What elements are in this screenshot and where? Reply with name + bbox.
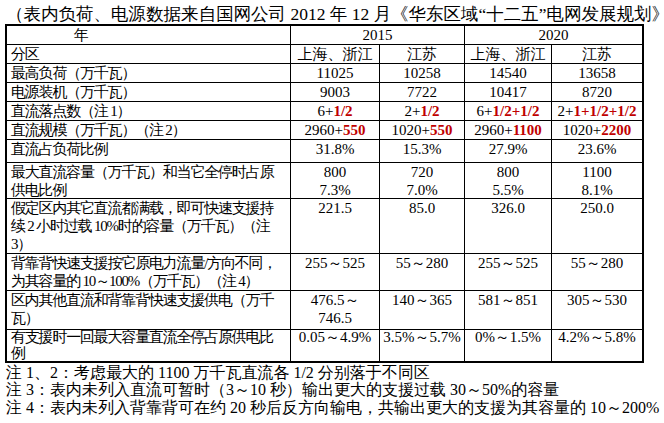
page-title: （表内负荷、电源数据来自国网公司 2012 年 12 月《华东区域“十二五”电网… bbox=[6, 2, 664, 26]
year-2015: 2015 bbox=[291, 26, 464, 44]
value-cell: 2+1/2 bbox=[380, 102, 464, 120]
row-label-dc-landing-points: 直流落点数（注 1） bbox=[7, 102, 290, 120]
row-label-dc-scale: 直流规模（万千瓦）（注 2） bbox=[7, 121, 290, 139]
value-cell: 8720 bbox=[552, 83, 642, 101]
row-label-max-dc-capacity: 最大直流容量（万千瓦）和当它全停时占原 供电比例 bbox=[7, 163, 290, 198]
row-label-max-load: 最高负荷（万千瓦） bbox=[7, 64, 290, 82]
row-label-other-dc-btb-supply: 区内其他直流和背靠背快速支援供电（万千 瓦） bbox=[7, 291, 290, 329]
page: （表内负荷、电源数据来自国网公司 2012 年 12 月《华东区域“十二五”电网… bbox=[0, 0, 664, 423]
row-label-supported-outage-ratio: 有支援时一回最大容量直流全停占原供电比 例 bbox=[7, 330, 290, 361]
value-cell: 3.5%～5.7% bbox=[380, 330, 464, 361]
value-cell: 0%～1.5% bbox=[465, 330, 551, 361]
row-label-dc-load-ratio: 直流占负荷比例 bbox=[7, 140, 290, 162]
value-cell: 13658 bbox=[552, 64, 642, 82]
value-cell: 140～365 bbox=[380, 291, 464, 329]
value-cell: 11025 bbox=[291, 64, 379, 82]
value-cell: 720 7.0% bbox=[380, 163, 464, 198]
value-cell: 800 7.3% bbox=[291, 163, 379, 198]
value-cell: 0.05～4.9% bbox=[291, 330, 379, 361]
value-cell: 6+1/2+1/2 bbox=[465, 102, 551, 120]
value-cell: 27.9% bbox=[465, 140, 551, 162]
value-cell: 2960+550 bbox=[291, 121, 379, 139]
value-cell: 14540 bbox=[465, 64, 551, 82]
value-cell: 1020+2200 bbox=[552, 121, 642, 139]
region-col-4: 江苏 bbox=[552, 45, 642, 63]
row-label-btb-fast-support: 背靠背快速支援按它原电力流量/方向不同， 为其容量的 10～100%（万千瓦）（… bbox=[7, 254, 290, 290]
value-cell: 255～525 bbox=[291, 254, 379, 290]
value-cell: 326.0 bbox=[465, 199, 551, 253]
region-col-3: 上海、浙江 bbox=[465, 45, 551, 63]
value-cell: 9003 bbox=[291, 83, 379, 101]
value-cell: 10417 bbox=[465, 83, 551, 101]
value-cell: 85.0 bbox=[380, 199, 464, 253]
value-cell: 55～280 bbox=[380, 254, 464, 290]
power-grid-table: 年 2015 2020 分区 上海、浙江 江苏 上海、浙江 江苏 最高负荷（万千… bbox=[5, 24, 644, 363]
region-label: 分区 bbox=[7, 45, 290, 63]
region-col-2: 江苏 bbox=[380, 45, 464, 63]
footnote-1: 注 1、2：考虑最大的 1100 万千瓦直流各 1/2 分别落于不同区 bbox=[6, 364, 659, 381]
year-2020: 2020 bbox=[465, 26, 642, 44]
footnote-3: 注 4：表内未列入背靠背可在约 20 秒后反方向输电，共输出更大的支援为其容量的… bbox=[6, 399, 659, 416]
value-cell: 23.6% bbox=[552, 140, 642, 162]
value-cell: 15.3% bbox=[380, 140, 464, 162]
year-label: 年 bbox=[7, 26, 290, 44]
row-label-fast-support-capacity: 假定区内其它直流都满载，即可快速支援持 续 2 小时过载 10%时的容量（万千瓦… bbox=[7, 199, 290, 253]
value-cell: 800 5.5% bbox=[465, 163, 551, 198]
value-cell: 250.0 bbox=[552, 199, 642, 253]
footnote-2: 注 3：表内未列入直流可暂时（3～10 秒）输出更大的支援过载 30～50%的容… bbox=[6, 381, 659, 398]
value-cell: 55～280 bbox=[552, 254, 642, 290]
value-cell: 305～530 bbox=[552, 291, 642, 329]
value-cell: 6+1/2 bbox=[291, 102, 379, 120]
value-cell: 31.8% bbox=[291, 140, 379, 162]
value-cell: 7722 bbox=[380, 83, 464, 101]
value-cell: 10258 bbox=[380, 64, 464, 82]
region-col-1: 上海、浙江 bbox=[291, 45, 379, 63]
value-cell: 4.2%～5.8% bbox=[552, 330, 642, 361]
value-cell: 1100 8.1% bbox=[552, 163, 642, 198]
footnotes: 注 1、2：考虑最大的 1100 万千瓦直流各 1/2 分别落于不同区 注 3：… bbox=[6, 364, 659, 416]
value-cell: 2+1+1/2+1/2 bbox=[552, 102, 642, 120]
value-cell: 2960+1100 bbox=[465, 121, 551, 139]
value-cell: 1020+550 bbox=[380, 121, 464, 139]
value-cell: 476.5～ 746.5 bbox=[291, 291, 379, 329]
value-cell: 255～525 bbox=[465, 254, 551, 290]
row-label-installed-capacity: 电源装机（万千瓦） bbox=[7, 83, 290, 101]
value-cell: 221.5 bbox=[291, 199, 379, 253]
value-cell: 581～851 bbox=[465, 291, 551, 329]
